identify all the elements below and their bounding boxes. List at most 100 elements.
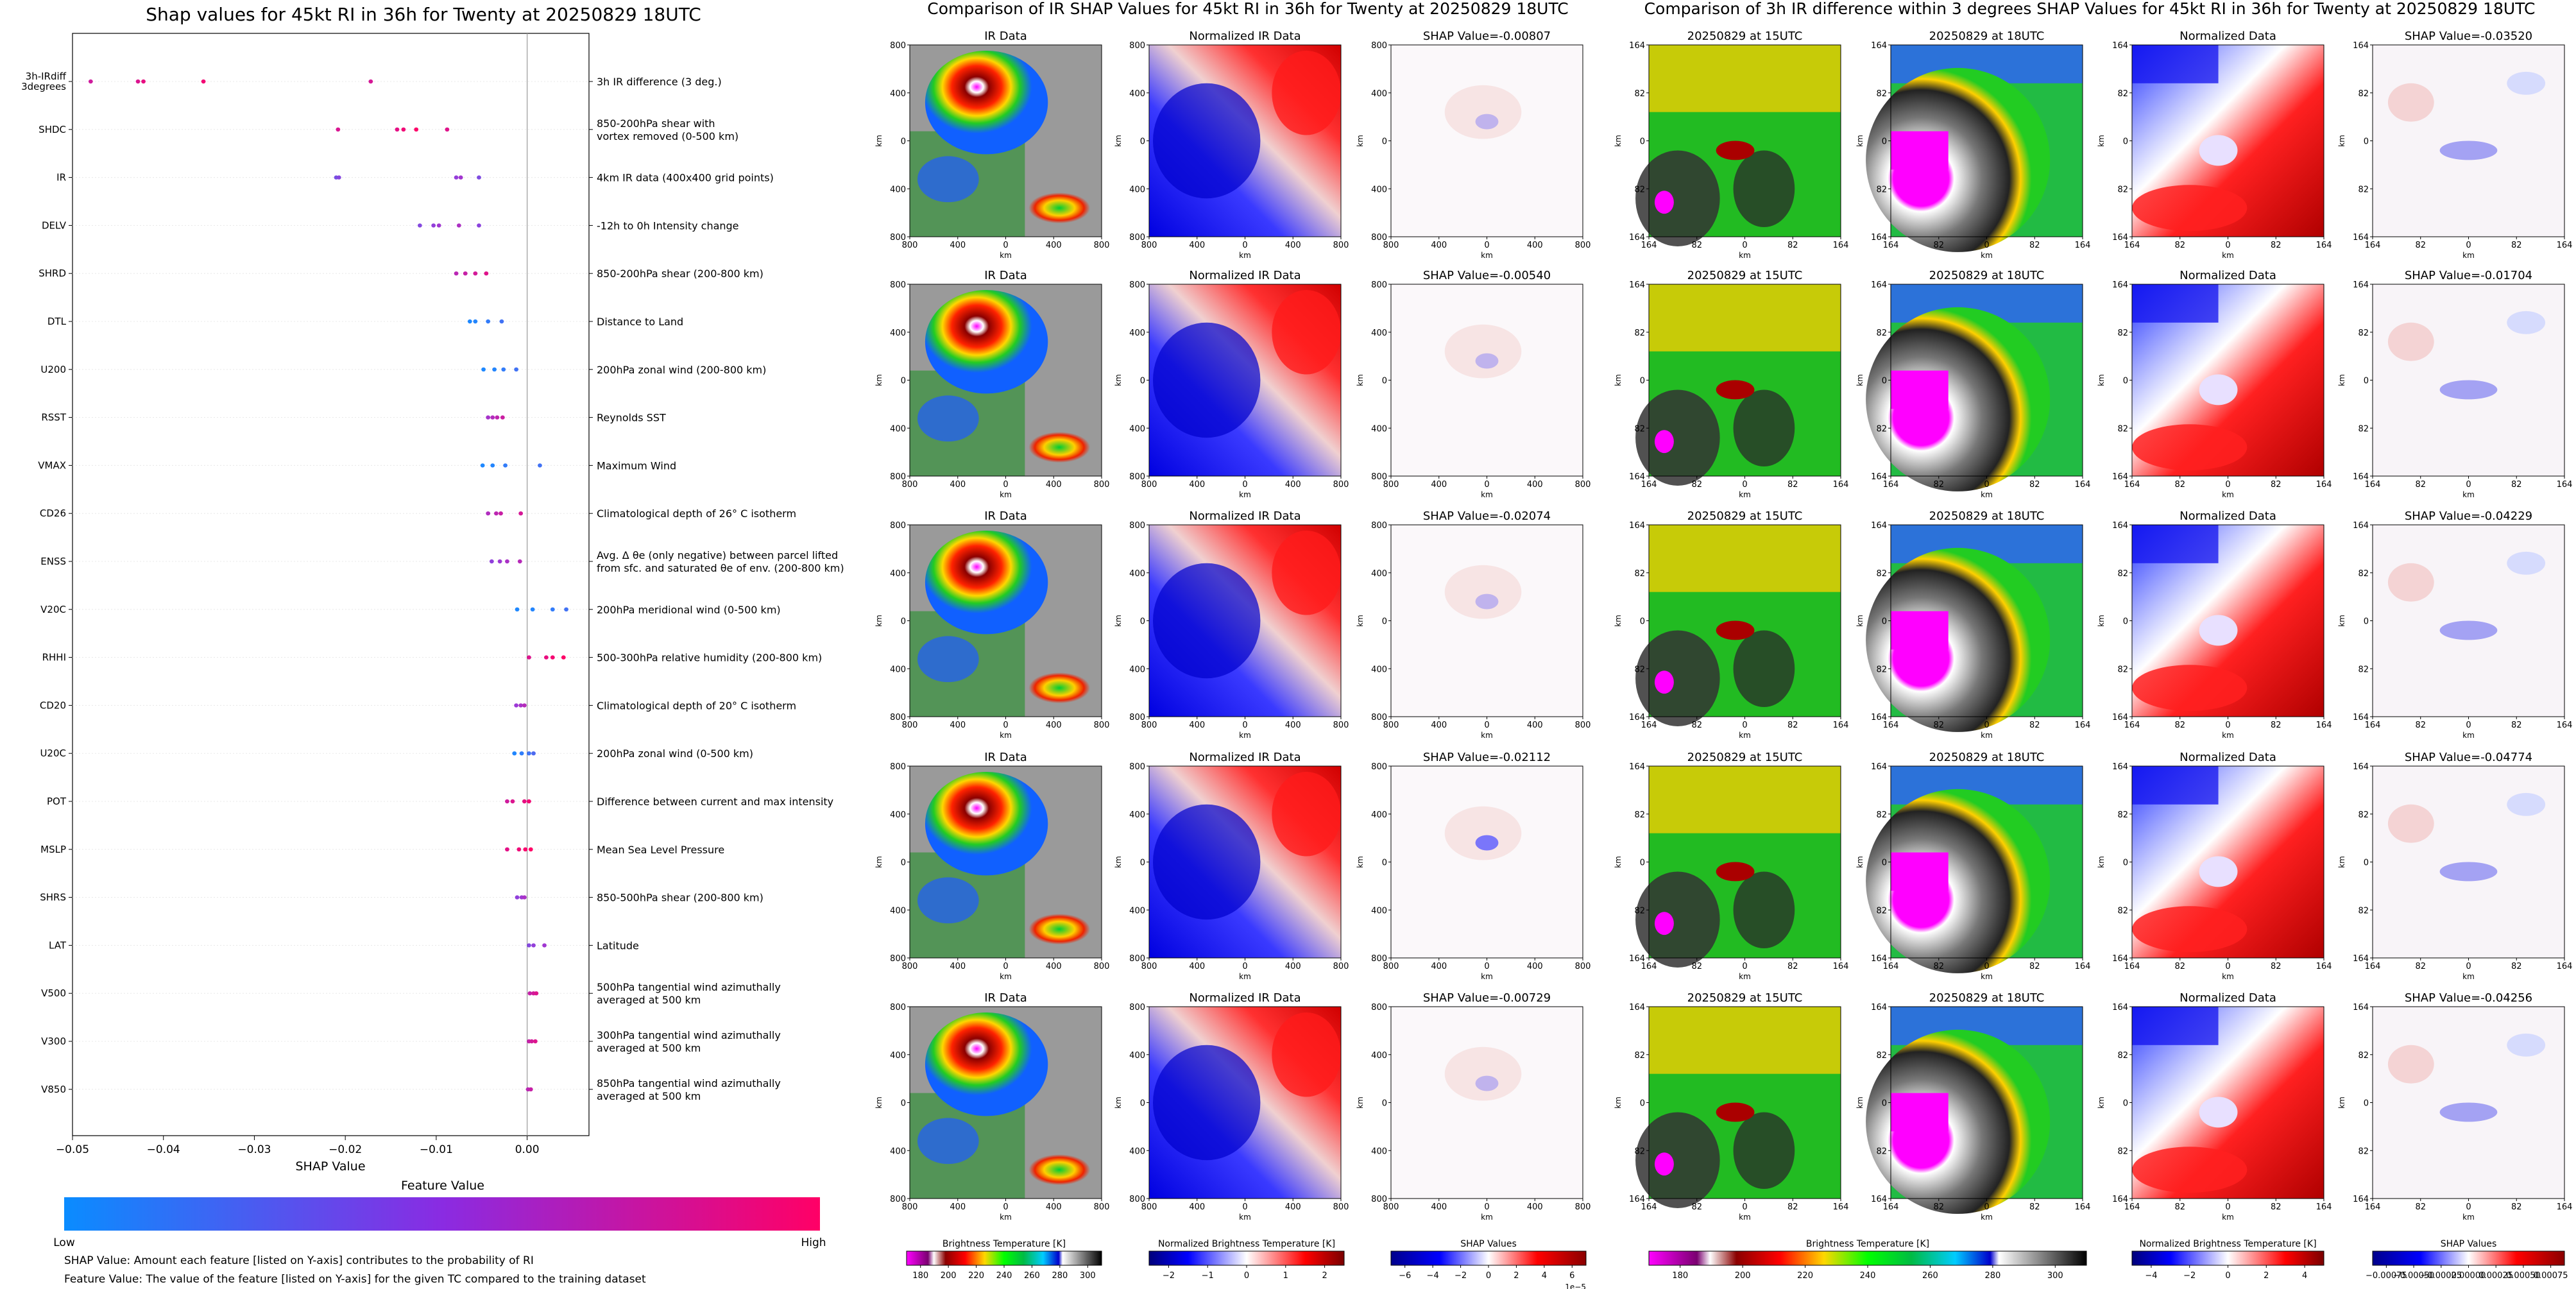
panel-ytick-label: 82 [2358,906,2369,916]
panel-ylabel: km [1114,615,1123,627]
panel-ytick-label: 164 [1629,233,1645,243]
panel-xlabel: km [2222,1213,2234,1222]
panel-xtick-label: 164 [1833,1202,1849,1212]
panel-ylabel: km [1114,135,1123,147]
panel-ytick-label: 0 [2364,377,2369,386]
panel-ytick-label: 0 [1382,1099,1387,1109]
panel-ytick-label: 0 [2123,1099,2128,1109]
ir3h-norm-warm [2132,665,2248,712]
ir3h-norm-eye [2199,1097,2238,1128]
panel-ytick-label: 400 [890,329,906,338]
panel-ytick-label: 0 [2123,858,2128,868]
shap-point [486,319,491,324]
panel-xtick-label: 0 [2225,962,2230,971]
ir-shap-positive [1444,806,1522,860]
colorbar-tick-label: −4 [2145,1271,2157,1281]
ir3h-shap-positive [2387,83,2434,122]
panel-xtick-label: 82 [2271,721,2282,730]
panel-xtick-label: 400 [1431,241,1447,250]
panel-xlabel: km [1239,1213,1251,1222]
ir-shap-panel-title: SHAP Value=-0.02112 [1423,751,1551,764]
panel-ytick-label: 0 [1882,1099,1887,1109]
panel-xtick-label: 800 [1094,721,1110,730]
panel-xtick-label: 400 [1527,1202,1543,1212]
colorbar-tick-label: 0 [1486,1271,1491,1281]
panel-xlabel: km [1481,490,1493,499]
ir3h-18utc-coldest [1891,131,1949,170]
ir-shap-positive [1444,565,1522,619]
shap-point [523,847,528,852]
colorbar-tick-label: −0.00025 [2420,1271,2462,1281]
panel-xlabel: km [1981,251,1993,260]
colorbar-gradient [2132,1251,2324,1265]
panel-xtick-label: 0 [2466,1202,2471,1212]
panel-xtick-label: 400 [1431,1202,1447,1212]
panel-ytick-label: 0 [2123,617,2128,627]
feature-short-label: SHRD [38,268,66,279]
ir-cloud-cluster [1028,192,1091,224]
panel-xtick-label: 164 [2075,1202,2091,1212]
colorbar-tick-label: 0.00025 [2478,1271,2513,1281]
shap-point [473,271,478,276]
panel-xtick-label: 0 [1242,962,1247,971]
panel-xtick-label: 400 [1431,962,1447,971]
panel-xtick-label: 164 [1883,962,1899,971]
feature-description: 3h IR difference (3 deg.) [597,76,722,88]
panel-ytick-label: 82 [1634,424,1645,434]
ir3h-18utc-title: 20250829 at 18UTC [1929,509,2045,523]
feature-short-label: 3h-IRdiff [26,71,67,82]
colorbar-tick-label: 4 [2302,1271,2307,1281]
panel-xtick-label: 800 [1141,721,1157,730]
colorbar-gradient [2373,1251,2564,1265]
panel-xtick-label: 82 [1787,480,1798,490]
panel-ytick-label: 164 [2112,1003,2128,1012]
shap-point [531,943,536,948]
shap-point [490,415,495,420]
panel-xtick-label: 0 [1484,480,1489,490]
panel-ylabel: km [1114,1097,1123,1109]
panel-ytick-label: 400 [890,1147,906,1156]
feature-short-label: MSLP [40,844,66,855]
panel-ytick-label: 800 [1371,1195,1387,1204]
panel-xtick-label: 800 [1141,1202,1157,1212]
panel-ytick-label: 82 [2358,185,2369,194]
colorbar-tick-label: 0 [1244,1271,1249,1281]
panel-xtick-label: 0 [1003,721,1008,730]
panel-xtick-label: 82 [2029,721,2040,730]
panel-ytick-label: 800 [890,713,906,722]
ir3h-15utc-gray-east [1733,871,1795,949]
ir3h-norm-cold [2132,525,2219,563]
feature-description: 200hPa meridional wind (0-500 km) [597,604,781,616]
panel-ytick-label: 0 [901,1099,906,1109]
shap-point [543,655,549,660]
feature-description: 300hPa tangential wind azimuthally [597,1029,781,1041]
panel-xtick-label: 164 [2124,721,2140,730]
ir3h-18utc-core [1866,67,2051,252]
feature-description: -12h to 0h Intensity change [597,219,739,232]
colorbar-high-label: High [801,1236,826,1249]
ir-shap-negative [1475,1075,1499,1091]
panel-ytick-label: 164 [1871,713,1887,722]
feature-short-label: RHHI [42,652,66,663]
panel-ylabel: km [1614,856,1623,868]
shap-chart-title: Shap values for 45kt RI in 36h for Twent… [146,4,701,25]
panel-ytick-label: 82 [2358,1051,2369,1061]
panel-ytick-label: 0 [1882,617,1887,627]
colorbar-tick-label: 180 [912,1271,928,1281]
panel-xlabel: km [1981,972,1993,981]
ir3h-shap-negative-weak [2507,551,2546,575]
panel-xtick-label: 164 [1833,721,1849,730]
colorbar-tick-label: −2 [1163,1271,1175,1281]
panel-xtick-label: 82 [1933,721,1944,730]
ir-cloud-cluster [1028,914,1091,945]
xtick-label: 0.00 [515,1143,540,1156]
panel-xtick-label: 800 [1333,721,1349,730]
panel-xtick-label: 82 [2174,962,2185,971]
colorbar-tick-label: −4 [1427,1271,1439,1281]
panel-xtick-label: 82 [2511,241,2522,250]
panel-ytick-label: 164 [2353,233,2369,243]
ir3h-norm-title: Normalized Data [2179,30,2276,43]
shap-point [395,127,400,132]
panel-ylabel: km [1855,856,1864,868]
feature-short-label: V850 [41,1084,66,1095]
